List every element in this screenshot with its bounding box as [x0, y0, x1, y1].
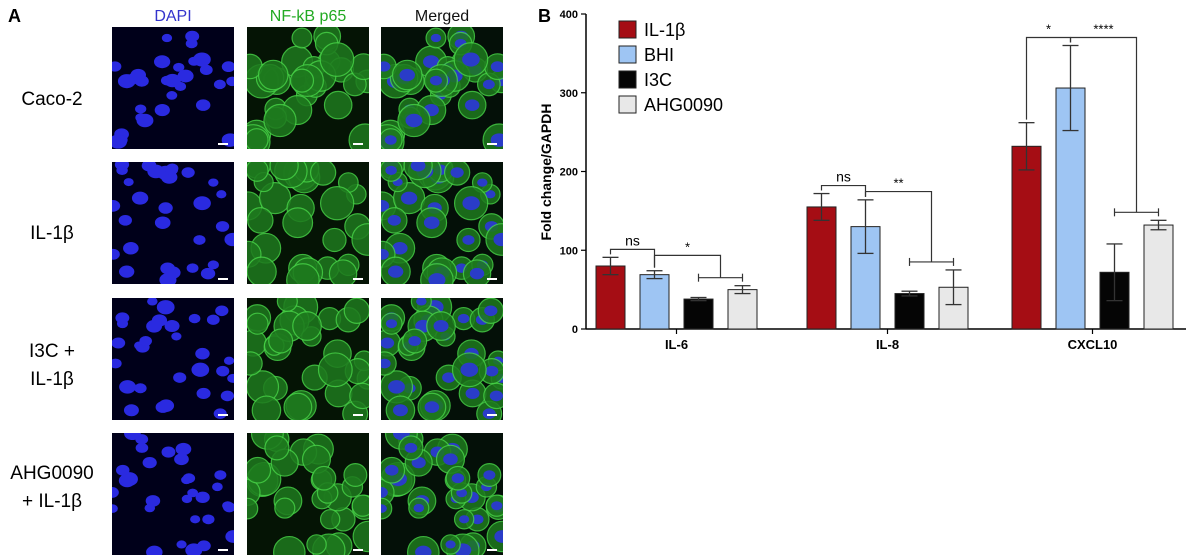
significance-label: * — [1046, 22, 1051, 37]
legend-label: I3C — [644, 70, 672, 90]
bar — [683, 298, 714, 330]
legend-swatch — [618, 20, 637, 39]
micrograph-image — [381, 433, 503, 555]
row-label-line: IL-1β — [30, 369, 74, 390]
legend-label: BHI — [644, 45, 674, 65]
significance-label: ns — [625, 232, 640, 248]
bar — [1011, 145, 1042, 330]
row-label-line: + IL-1β — [21, 491, 83, 512]
significance-bracket — [1070, 36, 1138, 213]
row-label-line: AHG0090 — [10, 463, 94, 484]
column-header-dapi: DAPI — [154, 8, 192, 25]
micrograph-image — [381, 162, 503, 284]
micrograph-image — [247, 433, 369, 555]
significance-bracket — [865, 190, 933, 262]
micrograph-image — [112, 298, 234, 420]
panel-a-letter: A — [8, 6, 21, 26]
legend-swatch — [618, 45, 637, 64]
significance-label: * — [685, 239, 690, 254]
significance-label: **** — [1093, 22, 1113, 37]
micrograph-image — [247, 162, 369, 284]
significance-label: ** — [893, 176, 903, 191]
row-label-line: I3C + — [29, 341, 75, 362]
micrograph-image — [247, 27, 369, 149]
row-label-line: Caco-2 — [21, 89, 83, 110]
micrograph-image — [112, 162, 234, 284]
legend-label: AHG0090 — [644, 95, 723, 115]
row-label-ahg0090: AHG0090 + IL-1β — [0, 460, 104, 516]
micrograph-image — [112, 433, 234, 555]
significance-bracket — [609, 248, 656, 268]
bar — [806, 206, 837, 330]
y-axis-label: Fold change/GAPDH — [538, 104, 554, 241]
significance-bracket — [654, 254, 722, 278]
row-label-il1b: IL-1β — [0, 220, 104, 248]
y-tick-label: 100 — [560, 245, 578, 257]
micrograph-image — [381, 298, 503, 420]
x-tick-label: CXCL10 — [1068, 337, 1118, 352]
row-label-caco2: Caco-2 — [0, 86, 104, 114]
bar — [1143, 224, 1174, 330]
x-tick-label: IL-6 — [665, 337, 688, 352]
x-tick-label: IL-8 — [876, 337, 899, 352]
bar — [595, 265, 626, 330]
bar — [894, 293, 925, 330]
micrograph-image — [247, 298, 369, 420]
significance-bracket — [820, 184, 867, 197]
legend-swatch — [618, 95, 637, 114]
legend-swatch — [618, 70, 637, 89]
row-label-i3c: I3C + IL-1β — [0, 338, 104, 394]
micrograph-image — [381, 27, 503, 149]
y-tick-label: 0 — [572, 324, 578, 336]
significance-label: ns — [836, 169, 851, 185]
y-tick-label: 400 — [560, 9, 578, 21]
row-label-line: IL-1β — [30, 223, 74, 244]
panel-b-letter: B — [538, 6, 551, 26]
column-header-merged: Merged — [414, 8, 470, 25]
column-header-nfkb: NF-kB p65 — [269, 8, 347, 25]
y-tick-label: 200 — [560, 167, 578, 179]
legend-label: IL-1β — [644, 20, 685, 40]
bar — [639, 274, 670, 330]
micrograph-image — [112, 27, 234, 149]
y-tick-label: 300 — [560, 88, 578, 100]
bar — [727, 289, 758, 330]
